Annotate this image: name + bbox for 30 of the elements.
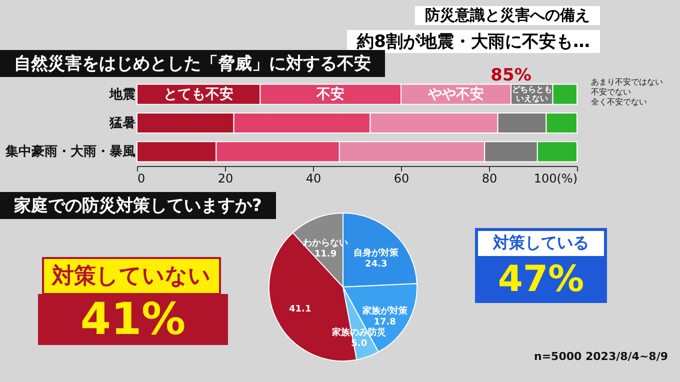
series-label: どちらともいえない — [512, 84, 552, 103]
series-label: やや不安 — [427, 85, 484, 102]
x-tick-label: 0 — [138, 172, 146, 186]
data-label: 11.9 — [314, 249, 337, 260]
chart-title: 家庭での防災対策していますか? — [0, 192, 276, 219]
x-tick-label: 20 — [218, 172, 234, 186]
y-tick-label: 地震 — [108, 87, 136, 102]
text: 対策していない — [42, 257, 221, 295]
text: n=5000 2023/8/4~8/9 — [534, 350, 668, 363]
text: 41% — [38, 294, 228, 345]
y-tick-label: 猛暑 — [108, 116, 136, 131]
x-tick-label: 60 — [394, 172, 410, 186]
data-label: 24.3 — [365, 259, 388, 270]
data-label: 41.1 — [289, 304, 312, 315]
x-tick-label: 100(%) — [534, 172, 578, 186]
text: 防災意識と災害への備え — [415, 6, 600, 25]
text: 約8割が地震・大雨に不安も… — [347, 30, 600, 53]
slice-label: 自身が対策 — [354, 247, 400, 258]
y-tick-label: 集中豪雨・大雨・暴風 — [4, 144, 136, 160]
data-label: 17.8 — [374, 318, 396, 328]
slice-label: 家族が対策 — [361, 306, 408, 317]
x-tick-label: 80 — [482, 172, 498, 186]
x-tick-label: 40 — [306, 172, 322, 186]
series-label: とても不安 — [164, 85, 234, 102]
series-label: あまり不安ではない不安でない全く不安でない — [591, 77, 663, 106]
series-label: 不安 — [316, 85, 345, 102]
chart-title: 自然災害をはじめとした「脅威」に対する不安 — [14, 54, 371, 74]
annotation: 85% — [490, 65, 532, 86]
text: 47% — [475, 256, 607, 303]
text: 対策している — [475, 228, 607, 259]
